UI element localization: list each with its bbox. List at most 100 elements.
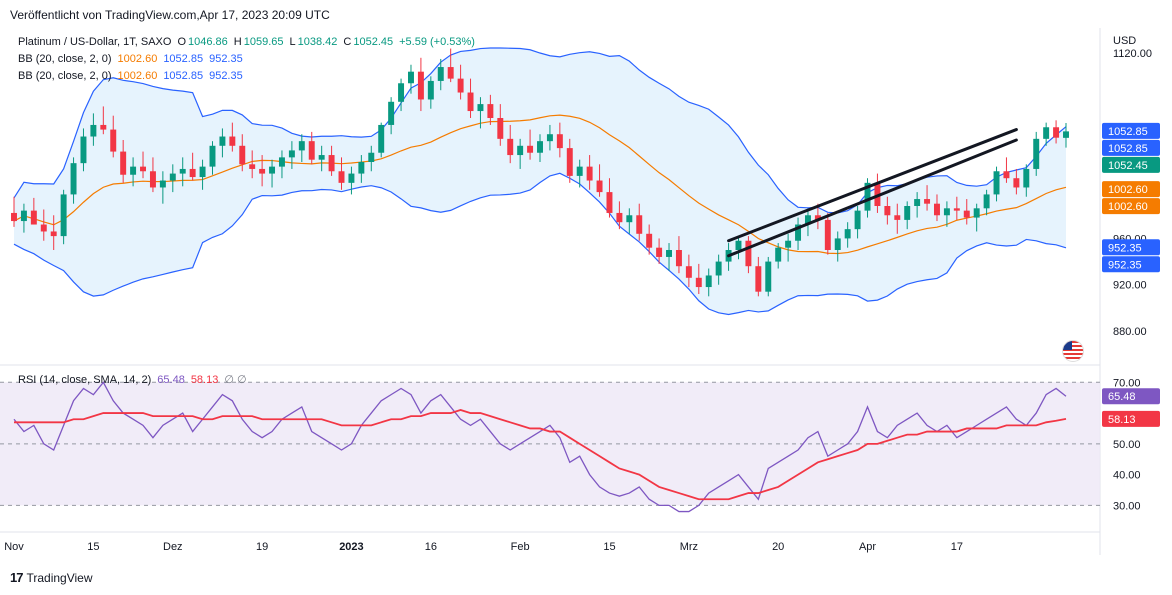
candle-body <box>656 247 663 257</box>
candle-body <box>924 199 931 204</box>
candle-body <box>159 180 166 188</box>
candle-body <box>40 224 47 232</box>
candle-body <box>1043 127 1050 139</box>
candle-body <box>149 171 156 188</box>
candle-body <box>943 208 950 216</box>
price-badge-label: 952.35 <box>1108 242 1142 254</box>
price-badge <box>1102 156 1160 173</box>
candle-body <box>934 203 940 216</box>
tradingview-brand[interactable]: 17 TradingView <box>10 570 93 585</box>
price-badge-label: 1052.85 <box>1108 126 1148 138</box>
legend-close: 1052.45 <box>353 36 394 48</box>
price-badge <box>1102 256 1160 273</box>
legend-change: +5.59 (+0.53%) <box>399 36 475 48</box>
candle-body <box>914 199 921 206</box>
trendline-2 <box>727 138 1018 258</box>
rsi-series-rsi <box>13 381 1067 513</box>
rsi-badge <box>1102 410 1160 427</box>
candle-body <box>963 210 970 218</box>
candle-body <box>616 212 623 223</box>
candle-body <box>447 67 454 79</box>
candle-body <box>417 71 424 100</box>
bollinger-lower-line <box>13 172 1067 316</box>
candle-body <box>358 162 365 174</box>
candle-body <box>666 250 672 257</box>
candle-body <box>546 134 553 142</box>
date-tick-label: Apr <box>859 541 876 553</box>
candle-body <box>398 83 405 102</box>
candle-body <box>497 118 504 139</box>
candle-body <box>795 224 802 241</box>
candle-body <box>199 166 206 178</box>
candle-body <box>983 194 990 209</box>
rsi-band <box>0 382 1100 506</box>
candle-body <box>824 219 831 250</box>
legend-bb2-label: BB (20, close, 2, 0) <box>18 70 112 82</box>
candle-body <box>368 152 375 162</box>
price-badge <box>1102 181 1160 198</box>
candle-body <box>566 148 573 176</box>
candle-body <box>755 266 762 292</box>
candle-body <box>477 104 484 112</box>
candle-body <box>298 141 305 151</box>
candle-body <box>904 206 911 220</box>
candle-body <box>834 238 841 250</box>
candle-body <box>140 166 146 172</box>
price-badge <box>1102 198 1160 215</box>
us-flag-icon[interactable] <box>1062 340 1084 362</box>
candle-body <box>120 151 127 175</box>
rsi-tick-label: 30.00 <box>1113 500 1141 512</box>
price-badge <box>1102 239 1160 256</box>
candle-body <box>844 229 851 239</box>
candle-body <box>1033 138 1040 169</box>
candle-body <box>775 247 782 262</box>
price-badge-label: 1052.45 <box>1108 160 1148 172</box>
legend-bb1-upper: 1052.85 <box>163 53 204 65</box>
candle-body <box>408 71 414 84</box>
candle-body <box>20 210 27 222</box>
bollinger-basis-line <box>13 114 1067 255</box>
candle-body <box>527 145 534 153</box>
candle-body <box>100 124 107 130</box>
candle-body <box>894 215 901 220</box>
tradingview-logo-icon: 17 <box>10 570 24 585</box>
candle-body <box>646 233 653 248</box>
candle-body <box>110 129 117 152</box>
candle-body <box>437 67 444 81</box>
date-tick-label: 16 <box>425 541 437 553</box>
price-badge <box>1102 122 1160 139</box>
legend-symbol: Platinum / US-Dollar, 1T, SAXO <box>18 36 172 48</box>
candle-body <box>278 157 285 167</box>
candle-body <box>467 92 474 112</box>
price-tick-label: 1120.00 <box>1113 48 1152 60</box>
price-tick-label: 920.00 <box>1113 280 1147 292</box>
rsi-tick-label: 50.00 <box>1113 439 1141 451</box>
candle-body <box>695 277 702 288</box>
candle-body <box>537 141 543 153</box>
candle-body <box>675 250 682 267</box>
candle-body <box>249 164 256 169</box>
candle-body <box>596 180 603 193</box>
candle-body <box>517 145 524 156</box>
candle-body <box>259 168 266 174</box>
candle-body <box>993 171 1000 195</box>
candle-body <box>586 166 593 181</box>
candle-body <box>1053 127 1060 138</box>
candle-body <box>50 231 57 237</box>
candle-body <box>90 124 97 137</box>
rsi-tick-label: 70.00 <box>1113 377 1141 389</box>
price-badge <box>1102 139 1160 156</box>
price-badge-label: 1002.60 <box>1108 184 1148 196</box>
candle-body <box>239 145 246 165</box>
date-tick-label: 2023 <box>339 541 363 553</box>
date-tick-label: 15 <box>603 541 615 553</box>
candle-body <box>388 101 395 125</box>
legend-bb1-lower: 952.35 <box>209 53 243 65</box>
legend-bb1-label: BB (20, close, 2, 0) <box>18 53 112 65</box>
candle-body <box>814 215 821 220</box>
candle-body <box>229 136 236 146</box>
legend-bb1-basis: 1002.60 <box>117 53 158 65</box>
trendline-1 <box>727 128 1018 243</box>
candle-body <box>854 210 861 230</box>
